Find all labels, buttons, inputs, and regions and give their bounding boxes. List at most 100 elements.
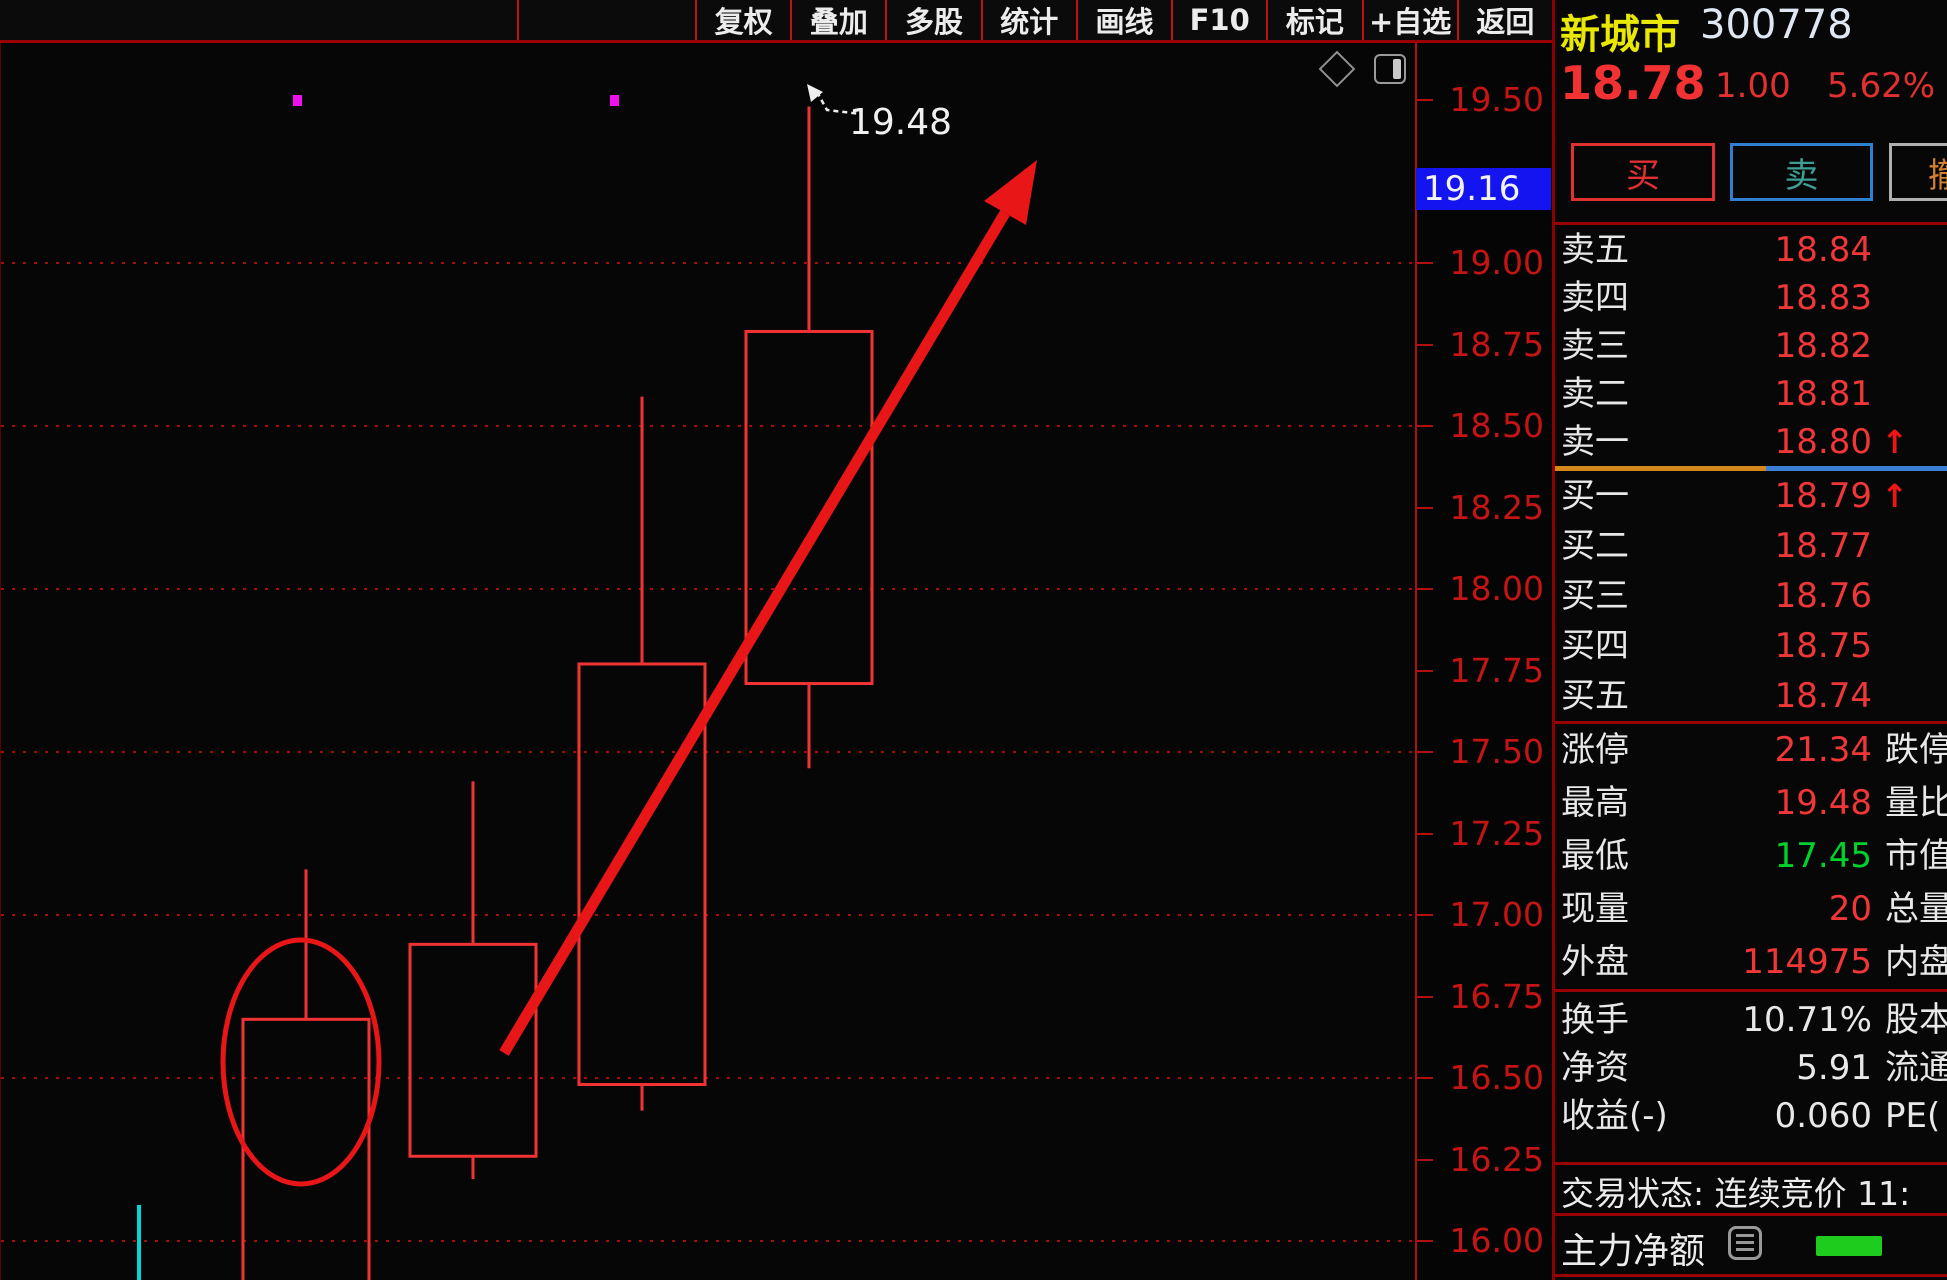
ask-row[interactable]: 卖五 18.84 (1555, 226, 1947, 274)
axis-tick (1417, 914, 1433, 916)
ask-levels: 卖五 18.84 卖四 18.83 卖三 18.82 卖二 18.81 卖一 18.80 ↑ (1555, 226, 1947, 466)
cancel-order-button[interactable]: 撤 (1889, 143, 1947, 201)
axis-tick (1417, 995, 1433, 998)
drawn-arrow-annotation[interactable] (499, 210, 1010, 1056)
row-value: 18.74 (1774, 676, 1872, 716)
row-label: 现量 (1561, 889, 1629, 929)
menu-item[interactable]: F10 (1171, 0, 1266, 40)
ratio-buy-segment (1555, 466, 1766, 471)
ask-row[interactable]: 卖一 18.80 ↑ (1555, 418, 1947, 466)
row-label-2: 总量 (1885, 889, 1947, 929)
axis-tick (1417, 1158, 1433, 1161)
stat-row: 收益(-) 0.060 PE( (1555, 1092, 1947, 1140)
menu-item[interactable]: 标记 (1266, 0, 1361, 40)
kline-chart[interactable]: 19.48 (0, 43, 1416, 1280)
main-force-label: 主力净额 (1561, 1231, 1706, 1272)
axis-tick (1417, 832, 1433, 835)
last-price: 18.78 (1560, 56, 1706, 110)
row-value: 18.81 (1774, 374, 1872, 414)
row-value: 5.91 (1796, 1048, 1872, 1088)
axis-label: 16.25 (1449, 1139, 1544, 1179)
row-label: 涨停 (1561, 730, 1629, 770)
bid-row[interactable]: 买二 18.77 (1555, 521, 1947, 571)
axis-tick (1417, 506, 1433, 509)
ask-row[interactable]: 卖二 18.81 (1555, 370, 1947, 418)
row-value: 114975 (1742, 942, 1872, 982)
panel-divider (1555, 1162, 1947, 1165)
axis-tick (1417, 343, 1433, 346)
sell-button[interactable]: 卖 (1730, 143, 1873, 201)
ratio-sell-segment (1766, 466, 1947, 471)
axis-label: 16.50 (1449, 1058, 1544, 1097)
axis-label: 16.00 (1449, 1221, 1544, 1260)
high-price-annotation: 19.48 (849, 102, 952, 143)
stock-name: 新城市 (1560, 12, 1680, 58)
axis-label: 18.00 (1449, 569, 1544, 608)
row-label: 收益(-) (1561, 1096, 1668, 1136)
signal-dot (610, 95, 619, 106)
menu-item[interactable]: 画线 (1075, 0, 1171, 40)
row-label: 卖四 (1561, 278, 1629, 318)
stat-row: 外盘 114975 内盘 (1555, 936, 1947, 989)
row-label-2: 股本 (1885, 1000, 1947, 1040)
row-value: 17.45 (1774, 836, 1872, 876)
up-arrow-icon: ↑ (1881, 477, 1908, 515)
axis-label: 19.00 (1449, 243, 1544, 282)
candle-body (577, 662, 707, 1087)
row-label: 最高 (1561, 783, 1629, 823)
axis-tick (1417, 669, 1433, 672)
ask-row[interactable]: 卖四 18.83 (1555, 274, 1947, 322)
axis-label: 17.25 (1449, 813, 1544, 853)
row-label: 净资 (1561, 1048, 1629, 1088)
candle-body (241, 1017, 371, 1280)
axis-line (1415, 43, 1417, 1280)
row-value: 18.76 (1774, 576, 1872, 616)
drawn-ellipse-annotation[interactable] (220, 937, 382, 1187)
row-value: 18.77 (1774, 526, 1872, 566)
axis-label: 17.75 (1449, 650, 1544, 690)
bid-levels: 买一 18.79 ↑ 买二 18.77 买三 18.76 买四 18.75 买五 18.74 (1555, 471, 1947, 721)
diamond-icon[interactable] (1318, 50, 1356, 88)
bid-row[interactable]: 买一 18.79 ↑ (1555, 471, 1947, 521)
bid-row[interactable]: 买四 18.75 (1555, 621, 1947, 671)
row-value: 0.060 (1774, 1096, 1872, 1136)
split-panel-icon-bar (1393, 59, 1401, 79)
bid-ask-ratio-bar (1555, 466, 1947, 471)
menu-item[interactable]: 叠加 (790, 0, 885, 40)
row-value: 19.48 (1774, 783, 1872, 823)
ask-row[interactable]: 卖三 18.82 (1555, 322, 1947, 370)
buy-button[interactable]: 买 (1571, 143, 1715, 201)
price-change: 1.00 (1715, 66, 1791, 106)
axis-label: 17.00 (1449, 895, 1544, 934)
split-panel-icon[interactable] (1374, 54, 1406, 84)
menu-item[interactable]: 复权 (695, 0, 790, 40)
menu-item[interactable]: 多股 (885, 0, 980, 40)
signal-dot (293, 95, 302, 106)
bid-row[interactable]: 买三 18.76 (1555, 571, 1947, 621)
top-menu-bar: 复权 叠加 多股 统计 画线 F10 标记 +自选 返回 (0, 0, 1552, 43)
stat-row: 换手 10.71% 股本 (1555, 996, 1947, 1044)
stat-row: 涨停 21.34 跌停 (1555, 724, 1947, 777)
row-label-2: 内盘 (1885, 942, 1947, 982)
menu-item[interactable]: 返回 (1456, 0, 1552, 40)
list-icon[interactable] (1728, 1226, 1762, 1260)
row-value: 18.83 (1774, 278, 1872, 318)
axis-tick (1417, 99, 1433, 101)
axis-label: 18.50 (1449, 406, 1544, 445)
quote-panel: 新城市 300778 18.78 1.00 5.62% 买 卖 撤 卖五 18.8… (1552, 0, 1947, 1280)
axis-tick (1417, 262, 1433, 264)
row-label: 外盘 (1561, 942, 1629, 982)
menu-item[interactable]: +自选 (1361, 0, 1457, 40)
menu-item[interactable]: 统计 (980, 0, 1076, 40)
row-label: 换手 (1561, 1000, 1629, 1040)
axis-label: 17.50 (1449, 732, 1544, 771)
drawn-arrow-head[interactable] (984, 160, 1037, 225)
stat-row: 最低 17.45 市值 (1555, 830, 1947, 883)
row-value: 18.82 (1774, 326, 1872, 366)
row-value: 10.71% (1742, 1000, 1872, 1040)
current-price-tag: 19.16 (1416, 168, 1551, 210)
bid-row[interactable]: 买五 18.74 (1555, 671, 1947, 721)
row-label: 买四 (1561, 626, 1629, 666)
panel-divider (1555, 721, 1947, 724)
